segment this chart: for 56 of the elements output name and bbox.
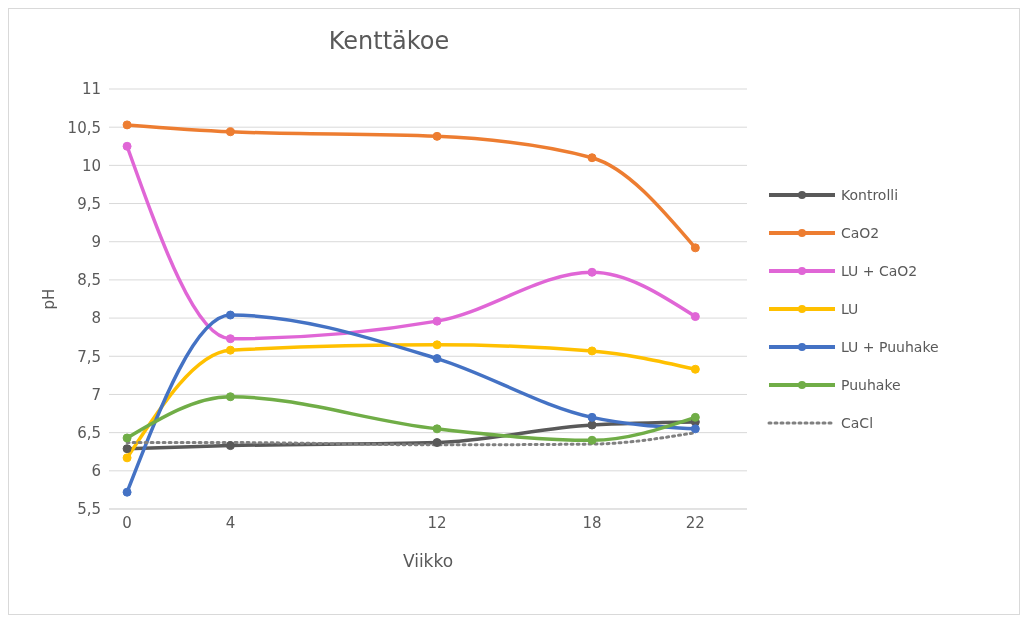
y-tick-label: 10: [81, 156, 101, 175]
point: [225, 392, 235, 402]
point: [690, 424, 700, 434]
y-tick-label: 8: [91, 309, 101, 328]
y-tick-label: 6,5: [77, 423, 101, 442]
point: [225, 310, 235, 320]
point: [122, 444, 132, 454]
point: [432, 354, 442, 364]
y-tick-label: 10,5: [67, 118, 101, 137]
y-tick-label: 7: [91, 385, 101, 404]
point: [690, 364, 700, 374]
point: [432, 316, 442, 326]
x-tick-label: 22: [685, 513, 705, 532]
point: [122, 141, 132, 151]
x-tick-label: 18: [582, 513, 602, 532]
point: [122, 120, 132, 130]
y-tick-label: 6: [91, 462, 101, 481]
point: [432, 340, 442, 350]
legend-label: CaO2: [841, 225, 880, 241]
point: [587, 267, 597, 277]
point: [587, 435, 597, 445]
legend-label: LU: [841, 301, 859, 317]
y-axis-title: pH: [40, 288, 59, 310]
x-tick-label: 12: [427, 513, 447, 532]
point: [225, 441, 235, 451]
point: [225, 334, 235, 344]
point: [122, 487, 132, 497]
x-tick-label: 0: [122, 513, 132, 532]
point: [690, 412, 700, 422]
point: [690, 243, 700, 253]
y-tick-label: 8,5: [77, 271, 101, 290]
point: [587, 412, 597, 422]
point: [587, 346, 597, 356]
legend-label: Kontrolli: [841, 187, 899, 203]
point: [587, 420, 597, 430]
point: [587, 153, 597, 163]
y-tick-label: 9: [91, 233, 101, 252]
point: [122, 433, 132, 443]
point: [225, 345, 235, 355]
x-tick-label: 4: [225, 513, 236, 532]
legend-label: LU + Puuhake: [841, 339, 939, 355]
legend-label: Puuhake: [841, 377, 901, 393]
legend-label: LU + CaO2: [841, 263, 918, 279]
point: [432, 131, 442, 141]
chart-title: Kenttäkoe: [327, 27, 451, 55]
point: [432, 438, 442, 448]
y-tick-label: 7,5: [77, 347, 101, 366]
point: [432, 424, 442, 434]
y-tick-label: 9,5: [77, 194, 101, 213]
x-axis-title: Viikko: [402, 551, 454, 571]
point: [225, 127, 235, 137]
point: [122, 453, 132, 463]
point: [690, 312, 700, 322]
legend-label: CaCl: [841, 415, 874, 431]
y-tick-label: 5,5: [77, 500, 101, 519]
y-tick-label: 11: [81, 80, 101, 99]
